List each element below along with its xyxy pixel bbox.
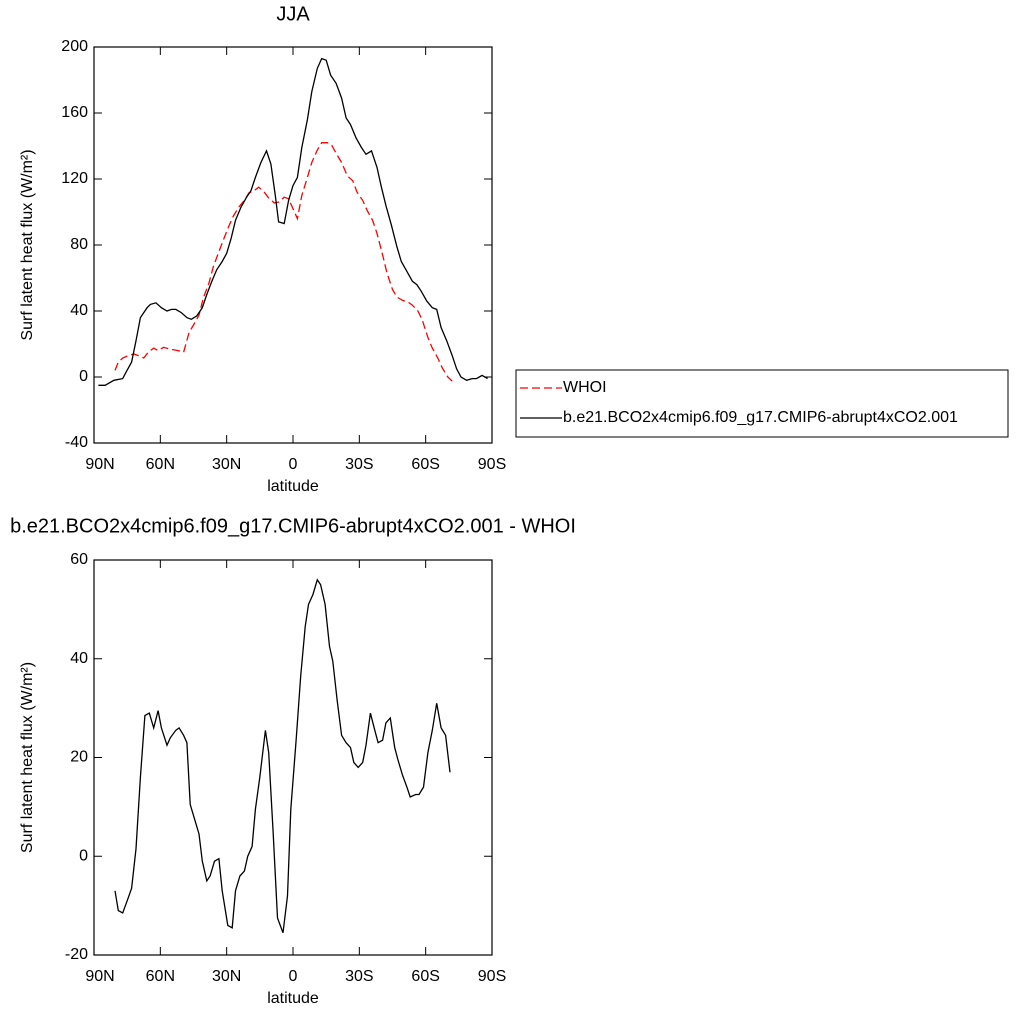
plot-frame [93, 559, 493, 956]
x-axis-label: latitude [267, 990, 319, 1007]
y-axis-label: Surf latent heat flux (W/m²) [19, 662, 36, 853]
data-line [114, 578, 451, 934]
x-tick-label: 0 [289, 968, 298, 985]
y-tick-label: 120 [61, 170, 88, 187]
x-tick-label: 90N [85, 968, 114, 985]
data-line [98, 57, 488, 386]
legend-label: WHOI [563, 379, 607, 396]
y-tick-label: 60 [70, 551, 88, 568]
x-tick-label: 30S [345, 456, 373, 473]
y-tick-label: -20 [65, 946, 88, 963]
x-tick-label: 60S [411, 968, 439, 985]
y-tick-label: 0 [79, 847, 88, 864]
y-tick-label: 200 [61, 38, 88, 55]
legend-label: b.e21.BCO2x4cmip6.f09_g17.CMIP6-abrupt4x… [563, 409, 958, 426]
x-tick-label: 30S [345, 968, 373, 985]
y-tick-label: 80 [70, 236, 88, 253]
x-axis-label: latitude [267, 478, 319, 495]
x-tick-label: 90S [478, 968, 506, 985]
plot-frame [93, 46, 493, 444]
x-tick-label: 30N [212, 968, 241, 985]
y-tick-label: -40 [65, 434, 88, 451]
chart-title: b.e21.BCO2x4cmip6.f09_g17.CMIP6-abrupt4x… [10, 515, 576, 537]
y-tick-label: 40 [70, 650, 88, 667]
x-tick-label: 60N [146, 456, 175, 473]
x-tick-label: 30N [212, 456, 241, 473]
x-tick-label: 90S [478, 456, 506, 473]
data-line [114, 142, 453, 382]
y-axis-label: Surf latent heat flux (W/m²) [19, 149, 36, 340]
y-tick-label: 160 [61, 104, 88, 121]
x-tick-label: 0 [289, 456, 298, 473]
x-tick-label: 60S [411, 456, 439, 473]
x-tick-label: 90N [85, 456, 114, 473]
y-tick-label: 20 [70, 749, 88, 766]
legend-box [515, 369, 1009, 438]
y-tick-label: 0 [79, 368, 88, 385]
x-tick-label: 60N [146, 968, 175, 985]
chart-title: JJA [276, 3, 310, 25]
y-tick-label: 40 [70, 302, 88, 319]
